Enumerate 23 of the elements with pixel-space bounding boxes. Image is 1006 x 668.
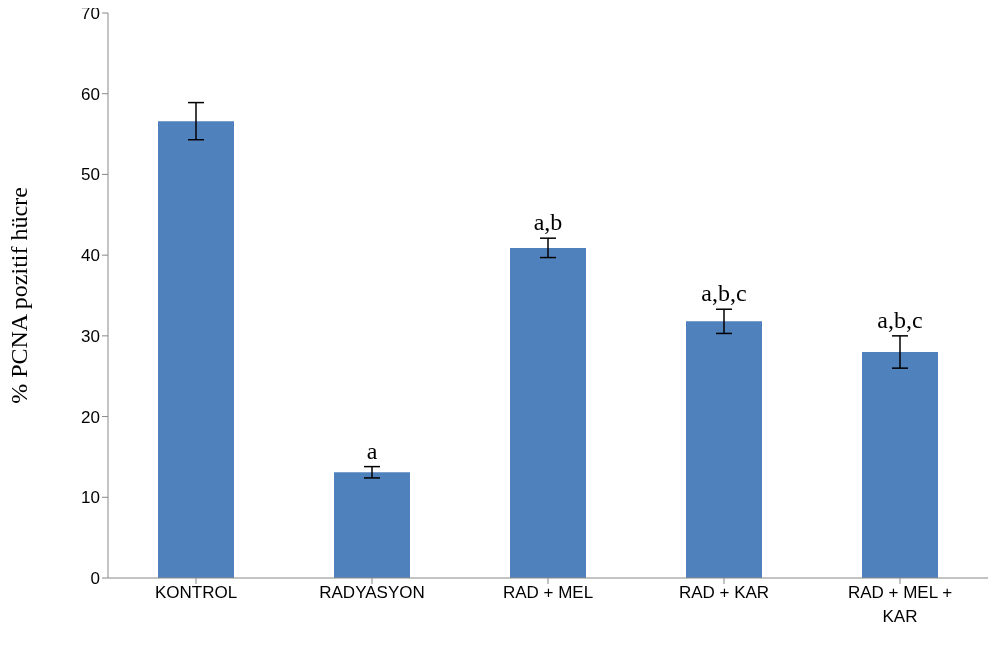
annotation: a,b — [533, 209, 563, 236]
y-tick-label: 30 — [81, 326, 100, 346]
x-tick-label: RAD + MEL + KAR — [847, 583, 953, 626]
bar — [686, 321, 762, 578]
annotation: a,b,c — [877, 306, 923, 333]
x-tick-label: RADYASYON — [319, 583, 425, 602]
y-axis-title: % PCNA pozitif hücre — [5, 187, 32, 404]
annotation: a — [366, 437, 378, 464]
y-tick-label: 0 — [90, 569, 100, 589]
bar — [158, 121, 234, 578]
bar — [862, 352, 938, 578]
y-tick-label: 20 — [81, 407, 100, 427]
y-tick-label: 10 — [81, 488, 100, 508]
y-tick-label: 60 — [81, 84, 100, 104]
annotation: a,b,c — [701, 280, 747, 307]
x-tick-label: RAD + MEL — [502, 583, 594, 602]
x-tick-label: RAD + KAR — [678, 583, 770, 602]
y-tick-label: 70 — [81, 4, 100, 24]
x-tick-label: KONTROL — [154, 583, 238, 602]
y-tick-label: 40 — [81, 246, 100, 266]
bar — [334, 472, 410, 578]
y-tick-label: 50 — [81, 165, 100, 185]
bar — [510, 247, 586, 578]
